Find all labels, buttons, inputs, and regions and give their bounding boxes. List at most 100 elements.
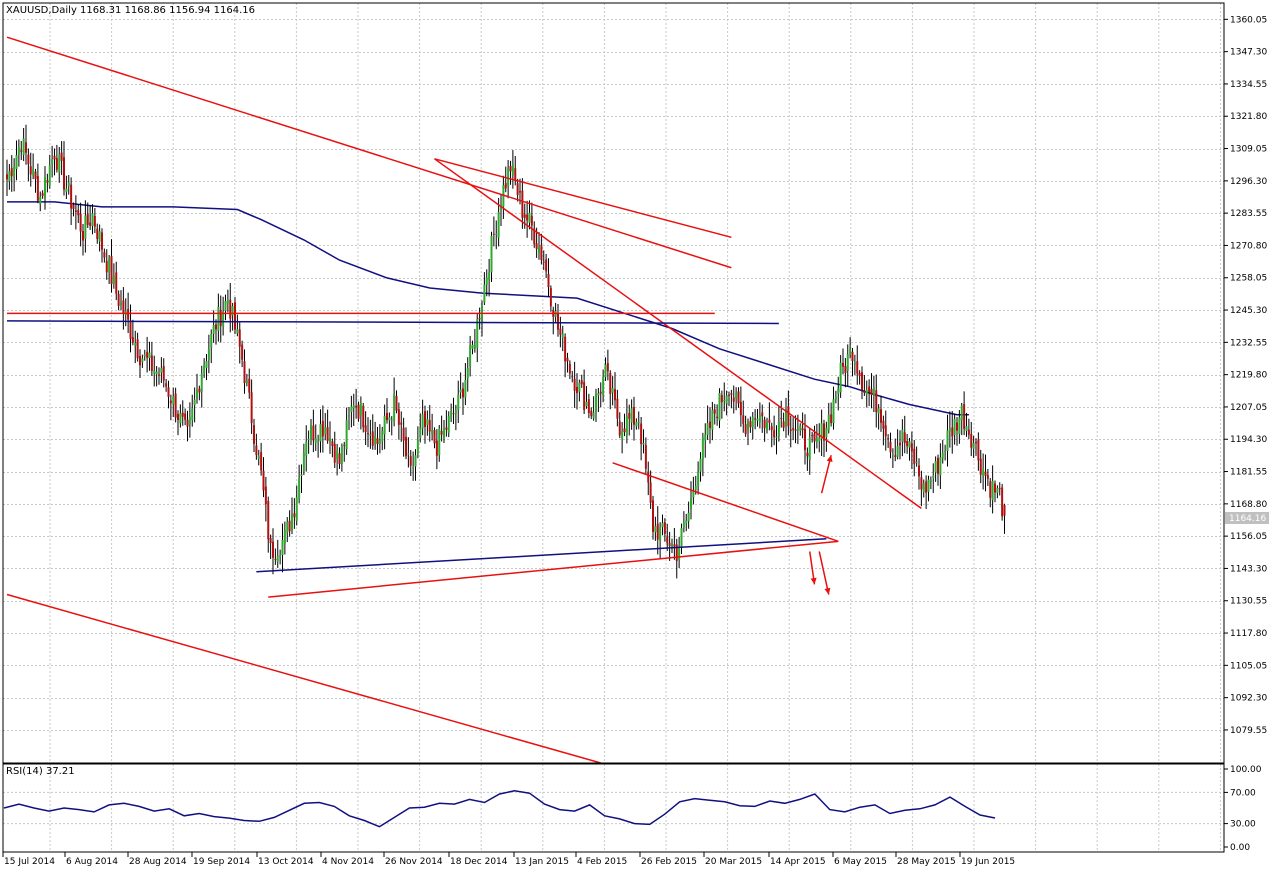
candle-body <box>687 512 690 522</box>
candle <box>568 360 571 380</box>
candle <box>583 369 586 415</box>
candle-body <box>146 351 149 358</box>
candle-body <box>751 416 754 428</box>
candle <box>630 399 633 430</box>
candle <box>393 377 396 427</box>
arrow-head <box>824 587 831 595</box>
candle-body <box>27 154 30 165</box>
candle-body <box>526 214 529 221</box>
candle-body <box>283 530 286 544</box>
candle <box>293 498 296 529</box>
candle <box>967 418 970 440</box>
candle-body <box>229 299 232 319</box>
candle-body <box>880 409 882 423</box>
candle-body <box>122 300 125 314</box>
candle <box>112 263 115 289</box>
candle <box>321 405 324 453</box>
candle <box>977 432 980 471</box>
candle-body <box>150 355 153 371</box>
candle <box>103 248 106 263</box>
candle <box>654 516 657 541</box>
candle-body <box>944 451 947 453</box>
candle-body <box>929 480 932 483</box>
candle <box>262 457 265 498</box>
candle-body <box>412 467 415 469</box>
candle <box>115 261 118 301</box>
candle-body <box>882 420 885 429</box>
candle-body <box>8 171 11 182</box>
candle <box>329 421 331 454</box>
candle <box>490 231 493 283</box>
candle-body <box>706 423 709 436</box>
grid <box>3 3 1224 852</box>
candle <box>742 400 745 433</box>
candle <box>229 282 232 333</box>
candle-body <box>74 210 77 212</box>
candle <box>770 422 773 448</box>
candlesticks <box>6 124 1006 579</box>
candle-body <box>735 392 738 399</box>
candle-body <box>937 457 939 474</box>
candle <box>150 341 153 376</box>
candle-body <box>970 433 973 448</box>
candle <box>27 148 30 182</box>
candle-body <box>447 416 450 433</box>
candle <box>307 430 310 454</box>
candle <box>659 522 662 559</box>
candle-body <box>381 430 384 442</box>
candle-body <box>595 393 597 412</box>
candle <box>763 416 766 442</box>
candle-body <box>875 390 878 412</box>
candle <box>72 202 75 217</box>
candle <box>758 402 761 429</box>
candle-body <box>984 471 987 476</box>
candle-body <box>690 498 692 510</box>
candle-body <box>131 337 134 343</box>
candle-body <box>129 320 132 339</box>
candle <box>471 340 474 355</box>
candle-body <box>915 461 918 463</box>
candle-body <box>967 429 970 435</box>
candle <box>198 385 201 401</box>
candle <box>713 403 716 425</box>
candle <box>416 426 419 459</box>
candle-body <box>820 423 823 439</box>
date-tick-label: 26 Nov 2014 <box>385 857 443 867</box>
candle-body <box>830 414 833 424</box>
candle-body <box>625 416 628 436</box>
candle <box>188 402 191 438</box>
candle <box>319 409 322 453</box>
candle <box>495 220 498 250</box>
candle-body <box>193 399 196 406</box>
candle <box>839 355 842 398</box>
candle-body <box>742 415 745 424</box>
price-tick-label: 1207.05 <box>1230 403 1267 413</box>
candle <box>680 523 683 555</box>
candle-body <box>991 480 994 501</box>
candle <box>602 369 605 403</box>
candle-body <box>359 402 362 416</box>
candle-body <box>295 497 298 521</box>
candle <box>887 434 890 448</box>
candle-body <box>350 406 353 412</box>
candle-body <box>188 416 191 425</box>
candle-body <box>300 474 303 476</box>
candle-body <box>120 302 122 305</box>
candle-body <box>186 419 189 427</box>
candle <box>431 413 434 441</box>
candle-body <box>842 362 844 367</box>
candle <box>488 258 491 297</box>
candle-body <box>777 421 780 437</box>
candle-body <box>115 272 118 294</box>
candle <box>276 539 279 568</box>
candle-body <box>756 418 759 421</box>
candle-body <box>362 405 365 428</box>
candle <box>937 454 939 486</box>
candle <box>243 349 246 394</box>
candle-body <box>369 434 372 436</box>
candle-body <box>509 166 512 172</box>
candle-body <box>561 333 564 338</box>
candle <box>870 373 873 409</box>
candle-body <box>934 461 937 473</box>
candle-body <box>431 429 434 435</box>
